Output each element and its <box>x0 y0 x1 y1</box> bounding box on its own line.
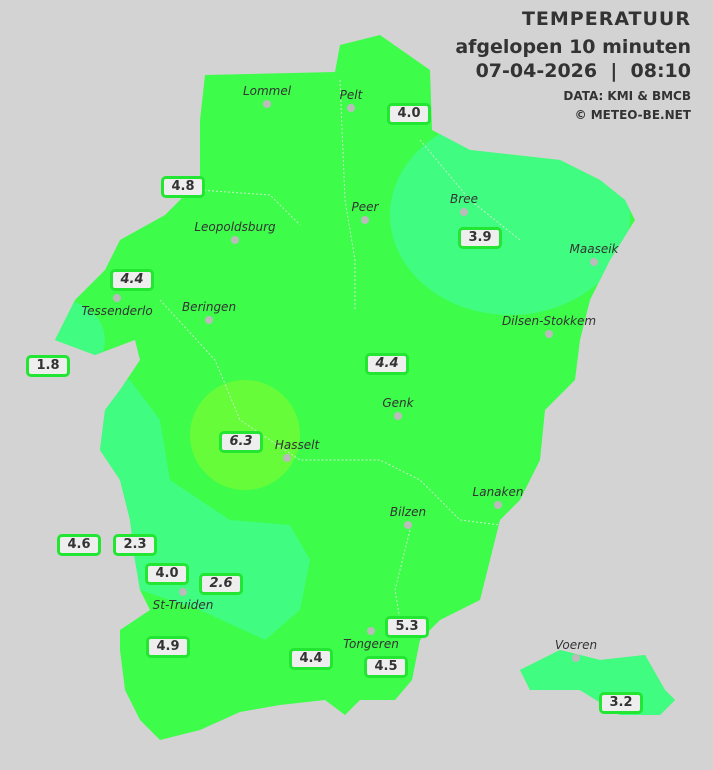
city-marker-icon <box>394 412 402 420</box>
map-subtitle: afgelopen 10 minuten <box>455 36 691 58</box>
city-marker-icon <box>572 654 580 662</box>
city-marker-icon <box>231 236 239 244</box>
temperature-reading: 6.3 <box>219 431 263 453</box>
city-label: Lanaken <box>472 485 524 499</box>
city-label: Tongeren <box>343 637 399 651</box>
zone-cool-bree <box>390 115 630 315</box>
city-marker-icon <box>113 294 121 302</box>
city-label: Bree <box>450 192 478 206</box>
copyright: © METEO-BE.NET <box>574 108 691 122</box>
temperature-reading: 4.9 <box>146 636 190 658</box>
city-label: Leopoldsburg <box>194 220 276 234</box>
city-marker-icon <box>179 588 187 596</box>
city-label: Dilsen-Stokkem <box>501 314 597 328</box>
map-datetime: 07-04-2026 | 08:10 <box>475 60 691 82</box>
city-marker-icon <box>404 521 412 529</box>
temperature-reading: 4.0 <box>145 563 189 585</box>
temperature-reading: 4.4 <box>289 648 333 670</box>
data-source: DATA: KMI & BMCB <box>563 89 691 103</box>
city-label: St-Truiden <box>152 598 214 612</box>
city-label: Bilzen <box>389 505 427 519</box>
temperature-reading: 4.4 <box>110 269 154 291</box>
city-marker-icon <box>494 501 502 509</box>
city-label: Beringen <box>181 300 237 314</box>
city-marker-icon <box>263 100 271 108</box>
temperature-reading: 4.6 <box>57 534 101 556</box>
temperature-reading: 2.3 <box>113 534 157 556</box>
city-label: Genk <box>382 396 414 410</box>
city-marker-icon <box>545 330 553 338</box>
temperature-reading: 4.0 <box>387 103 431 125</box>
city-marker-icon <box>361 216 369 224</box>
city-label: Pelt <box>339 88 363 102</box>
city-marker-icon <box>283 454 291 462</box>
city-label: Peer <box>351 200 379 214</box>
temperature-reading: 4.8 <box>161 176 205 198</box>
temperature-reading: 3.2 <box>599 692 643 714</box>
temperature-reading: 1.8 <box>26 355 70 377</box>
temperature-reading: 4.5 <box>364 656 408 678</box>
temperature-reading: 5.3 <box>385 616 429 638</box>
municipal-borders <box>159 79 521 621</box>
map-title: TEMPERATUUR <box>521 8 691 30</box>
city-label: Hasselt <box>274 438 320 452</box>
temperature-reading: 4.4 <box>365 353 409 375</box>
city-marker-icon <box>590 258 598 266</box>
city-marker-icon <box>460 208 468 216</box>
city-marker-icon <box>347 104 355 112</box>
temperature-reading: 2.6 <box>199 573 243 595</box>
city-label: Voeren <box>554 638 598 652</box>
city-marker-icon <box>205 316 213 324</box>
city-marker-icon <box>367 627 375 635</box>
zone-cool-voeren <box>500 640 675 730</box>
temperature-reading: 3.9 <box>458 227 502 249</box>
city-label: Maaseik <box>569 242 619 256</box>
city-label: Tessenderlo <box>81 304 153 318</box>
city-label: Lommel <box>242 84 292 98</box>
